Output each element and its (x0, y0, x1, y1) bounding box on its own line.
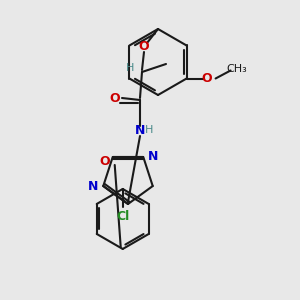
Text: N: N (135, 124, 145, 136)
Text: O: O (110, 92, 120, 106)
Text: O: O (139, 40, 149, 53)
Text: N: N (148, 151, 158, 164)
Text: H: H (126, 63, 134, 73)
Text: O: O (99, 155, 110, 169)
Text: H: H (145, 125, 153, 135)
Text: CH₃: CH₃ (226, 64, 247, 74)
Text: Cl: Cl (116, 211, 129, 224)
Text: N: N (88, 179, 98, 193)
Text: O: O (201, 72, 212, 85)
